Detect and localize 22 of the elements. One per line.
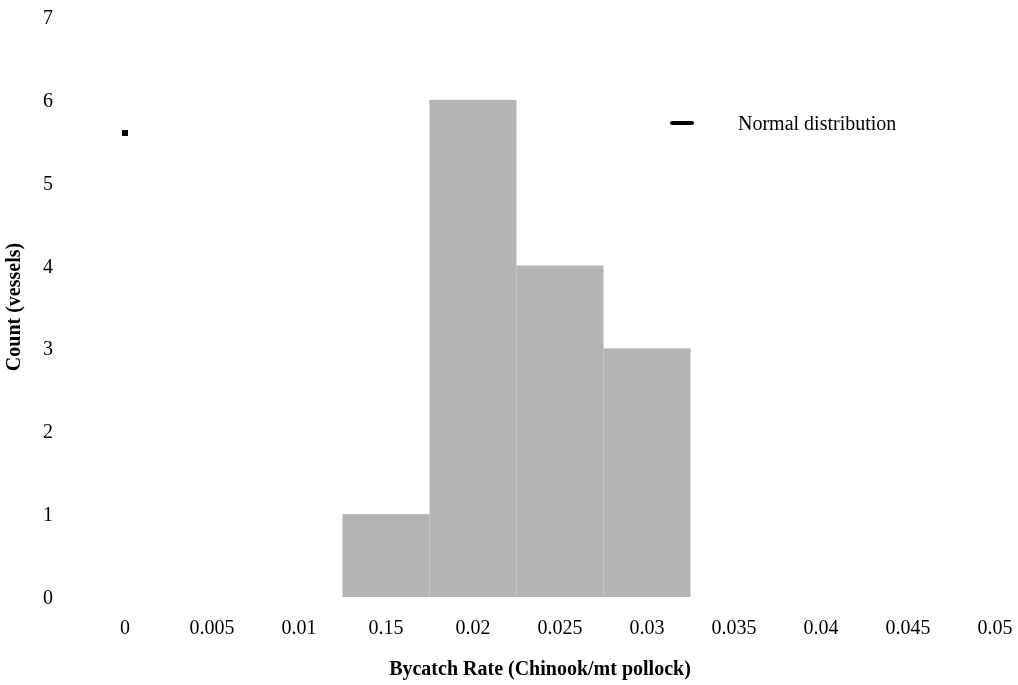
x-tick-label: 0.035 [711, 616, 757, 638]
x-tick-label: 0.02 [455, 616, 491, 638]
legend-label: Normal distribution [738, 112, 897, 134]
x-tick-label: 0.05 [977, 616, 1013, 638]
x-tick-label: 0 [120, 616, 130, 638]
y-tick-label: 1 [43, 503, 53, 526]
y-tick-label: 5 [43, 171, 53, 194]
y-axis-title: Count (vessels) [2, 242, 25, 372]
y-tick-label: 4 [43, 254, 53, 277]
x-tick-label: 0.04 [803, 616, 839, 638]
y-tick-label: 2 [43, 420, 53, 443]
x-tick-label: 0.045 [885, 616, 931, 638]
x-axis-title: Bycatch Rate (Chinook/mt pollock) [389, 657, 691, 680]
x-tick-label: 0.025 [537, 616, 583, 638]
x-tick-label: 0.15 [368, 616, 404, 638]
y-tick-label: 3 [43, 337, 53, 360]
x-tick-label: 0.01 [281, 616, 317, 638]
x-tick-label: 0.03 [629, 616, 665, 638]
y-tick-label: 0 [43, 586, 53, 608]
y-tick-label: 7 [43, 6, 53, 28]
y-tick-label: 6 [43, 88, 53, 111]
x-tick-label: 0.005 [189, 616, 235, 638]
